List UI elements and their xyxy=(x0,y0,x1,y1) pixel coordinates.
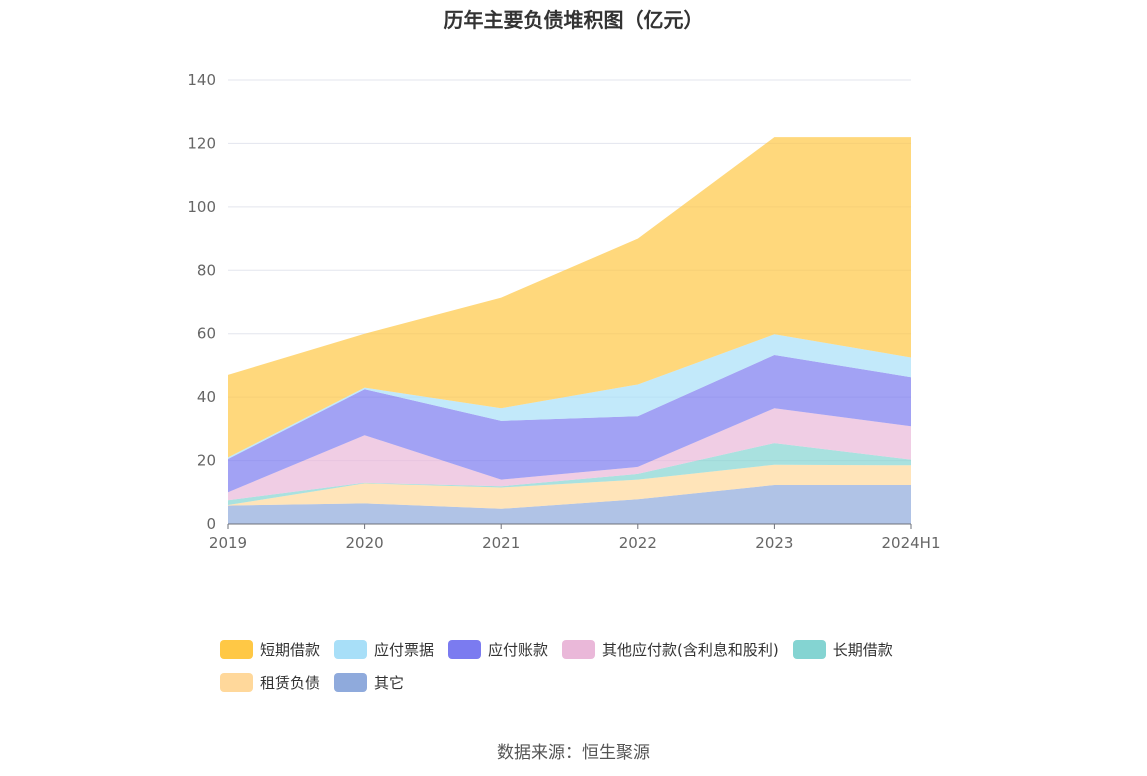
legend: 短期借款 应付票据 应付账款 其他应付款(含利息和股利) 长期借款租赁负债 其它 xyxy=(220,638,960,704)
legend-swatch xyxy=(562,640,596,659)
area-series-4[interactable] xyxy=(228,355,911,493)
legend-item[interactable]: 应付账款 xyxy=(448,638,548,661)
legend-label: 短期借款 xyxy=(260,641,321,659)
legend-item[interactable]: 其他应付款(含利息和股利) xyxy=(562,638,779,661)
area-series xyxy=(228,137,911,524)
y-tick-label: 80 xyxy=(197,261,216,279)
legend-item[interactable]: 其它 xyxy=(334,671,404,694)
stacked-area-chart: 0 20 40 60 80 100 120 140 2019 2020 2021 2022 2023 20… xyxy=(187,71,940,552)
x-tick-label: 2024H1 xyxy=(882,534,941,552)
legend-label: 应付账款 xyxy=(488,641,549,659)
legend-label: 应付票据 xyxy=(374,641,435,659)
x-tick-label: 2021 xyxy=(482,534,520,552)
y-tick-label: 0 xyxy=(206,515,216,533)
legend-item[interactable]: 租赁负债 xyxy=(220,671,320,694)
y-tick-label: 40 xyxy=(197,388,216,406)
area-series-3[interactable] xyxy=(228,408,911,501)
legend-item[interactable]: 短期借款 xyxy=(220,638,320,661)
legend-swatch xyxy=(792,640,826,659)
legend-label: 其它 xyxy=(374,674,405,692)
y-tick-label: 100 xyxy=(187,198,216,216)
x-tick-label: 2020 xyxy=(346,534,384,552)
legend-item[interactable]: 长期借款 xyxy=(792,638,893,661)
x-tick-label: 2022 xyxy=(619,534,657,552)
area-series-6[interactable] xyxy=(228,137,911,458)
legend-label: 租赁负债 xyxy=(260,674,321,692)
area-series-1[interactable] xyxy=(228,464,911,509)
chart-title: 历年主要负债堆积图（亿元） xyxy=(443,8,704,32)
legend-label: 其他应付款(含利息和股利) xyxy=(602,641,779,659)
legend-swatch xyxy=(334,640,368,659)
x-tick-label: 2019 xyxy=(209,534,247,552)
y-tick-label: 60 xyxy=(197,325,216,343)
legend-swatch xyxy=(448,640,482,659)
area-series-5[interactable] xyxy=(228,334,911,459)
legend-label: 长期借款 xyxy=(832,641,893,659)
y-tick-label: 120 xyxy=(187,134,216,152)
y-tick-label: 140 xyxy=(187,71,216,89)
axes: 0 20 40 60 80 100 120 140 2019 2020 2021 2022 2023 20… xyxy=(187,71,940,552)
data-source: 数据来源：恒生聚源 xyxy=(497,743,650,763)
legend-swatch xyxy=(220,673,253,692)
legend-swatch xyxy=(220,640,253,659)
legend-swatch xyxy=(334,673,368,692)
area-series-0[interactable] xyxy=(228,485,911,524)
area-series-2[interactable] xyxy=(228,443,911,505)
legend-item[interactable]: 应付票据 xyxy=(334,638,434,661)
x-tick-label: 2023 xyxy=(755,534,793,552)
y-tick-label: 20 xyxy=(197,452,216,470)
